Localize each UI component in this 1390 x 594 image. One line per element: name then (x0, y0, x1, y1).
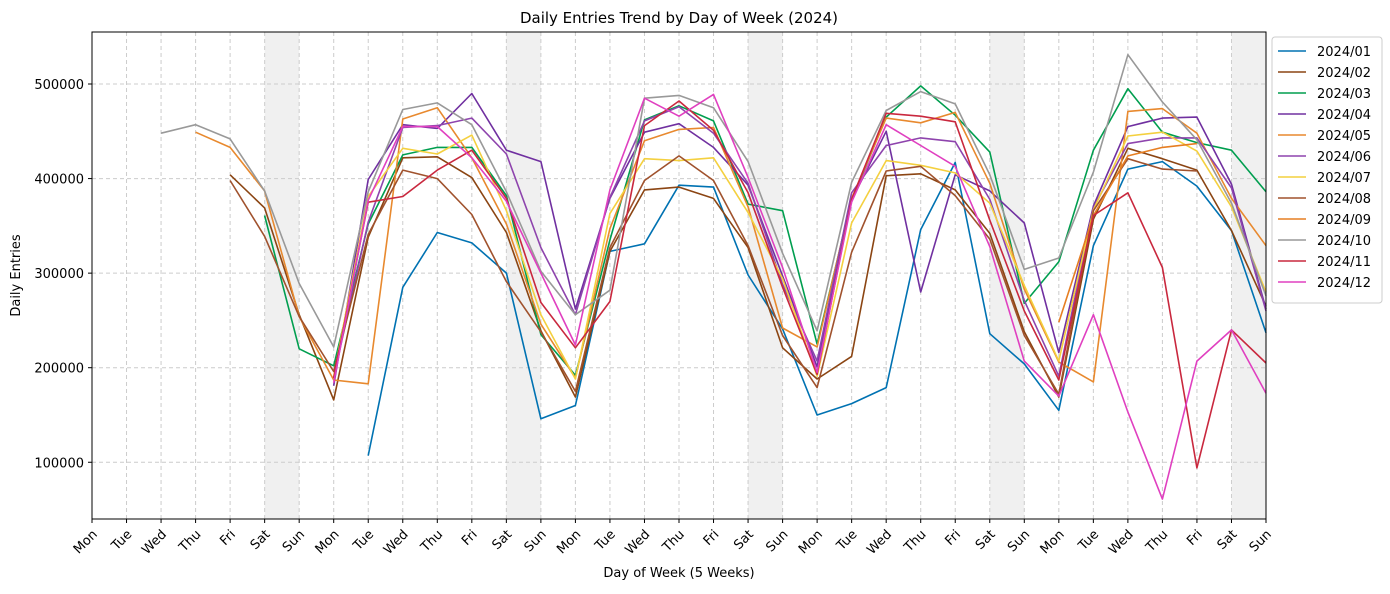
x-tick-label: Fri (942, 527, 964, 549)
x-tick-label: Mon (71, 527, 101, 557)
weekend-shading (264, 32, 1266, 519)
x-tick-label: Tue (1075, 527, 1102, 554)
x-tick-label: Sun (1247, 527, 1275, 555)
chart-title: Daily Entries Trend by Day of Week (2024… (520, 9, 838, 27)
series-line-2024-10 (160, 53, 1267, 348)
legend-label: 2024/06 (1317, 150, 1371, 165)
x-tick-label: Wed (864, 527, 895, 558)
y-tick-label: 300000 (34, 267, 84, 282)
x-tick-label: Thu (176, 527, 205, 556)
x-tick-label: Fri (1184, 527, 1206, 549)
series-line-2024-11 (332, 100, 1267, 469)
x-tick-label: Mon (1038, 527, 1068, 557)
legend-label: 2024/07 (1317, 171, 1371, 186)
legend-label: 2024/12 (1317, 276, 1371, 291)
series-line-2024-05 (195, 106, 1267, 385)
x-axis-label: Day of Week (5 Weeks) (603, 566, 754, 581)
legend-label: 2024/03 (1317, 87, 1371, 102)
series-line-2024-01 (367, 160, 1267, 456)
x-tick-label: Thu (1143, 527, 1172, 556)
x-tick-label: Wed (381, 527, 412, 558)
x-tick-label: Sat (489, 527, 515, 553)
series-line-2024-06 (332, 105, 1267, 378)
x-tick-label: Sat (973, 527, 999, 553)
y-tick-label: 500000 (34, 78, 84, 93)
x-tick-label: Fri (217, 527, 239, 549)
x-tick-label: Mon (554, 527, 584, 557)
y-tick-label: 200000 (34, 362, 84, 377)
x-tick-label: Tue (592, 527, 619, 554)
x-tick-label: Fri (701, 527, 723, 549)
x-tick-label: Sat (731, 527, 757, 553)
x-tick-label: Tue (350, 527, 377, 554)
x-tick-label: Sun (763, 527, 791, 555)
legend-label: 2024/11 (1317, 255, 1371, 270)
y-axis-ticks: 100000 200000 300000 400000 500000 (34, 78, 92, 471)
legend-label: 2024/02 (1317, 66, 1371, 81)
y-tick-label: 400000 (34, 173, 84, 188)
x-tick-label: Sat (248, 527, 274, 553)
legend-label: 2024/08 (1317, 192, 1371, 207)
x-tick-label: Wed (623, 527, 654, 558)
series-line-2024-09 (1058, 142, 1197, 323)
legend-label: 2024/04 (1317, 108, 1371, 123)
x-tick-label: Sun (1005, 527, 1033, 555)
legend-frame (1271, 36, 1383, 304)
legend-label: 2024/01 (1317, 45, 1371, 60)
x-tick-label: Mon (796, 527, 826, 557)
x-tick-label: Thu (901, 527, 930, 556)
series-line-2024-12 (332, 93, 1267, 500)
legend: 2024/01 2024/02 2024/03 2024/04 2024/05 2024/… (1271, 36, 1383, 304)
x-tick-label: Thu (418, 527, 447, 556)
x-tick-label: Tue (833, 527, 860, 554)
y-tick-label: 100000 (34, 456, 84, 471)
y-axis-label: Daily Entries (9, 234, 24, 317)
x-tick-label: Fri (459, 527, 481, 549)
x-tick-label: Sat (1215, 527, 1241, 553)
legend-label: 2024/10 (1317, 234, 1371, 249)
x-tick-label: Wed (139, 527, 170, 558)
x-tick-label: Mon (313, 527, 343, 557)
weekend-band-4 (1231, 32, 1266, 519)
legend-label: 2024/09 (1317, 213, 1371, 228)
weekend-band-2 (748, 32, 783, 519)
x-tick-label: Sun (522, 527, 550, 555)
series-line-2024-07 (332, 131, 1267, 380)
series-line-2024-08 (229, 155, 1197, 395)
x-tick-label: Wed (1106, 527, 1137, 558)
series-lines (160, 53, 1267, 500)
legend-label: 2024/05 (1317, 129, 1371, 144)
x-tick-label: Thu (659, 527, 688, 556)
x-axis-ticks: Mon Tue Wed Thu Fri Sat Sun Mon Tue Wed Thu Fri Sat S… (71, 519, 1275, 558)
x-tick-label: Tue (108, 527, 135, 554)
x-tick-label: Sun (280, 527, 308, 555)
